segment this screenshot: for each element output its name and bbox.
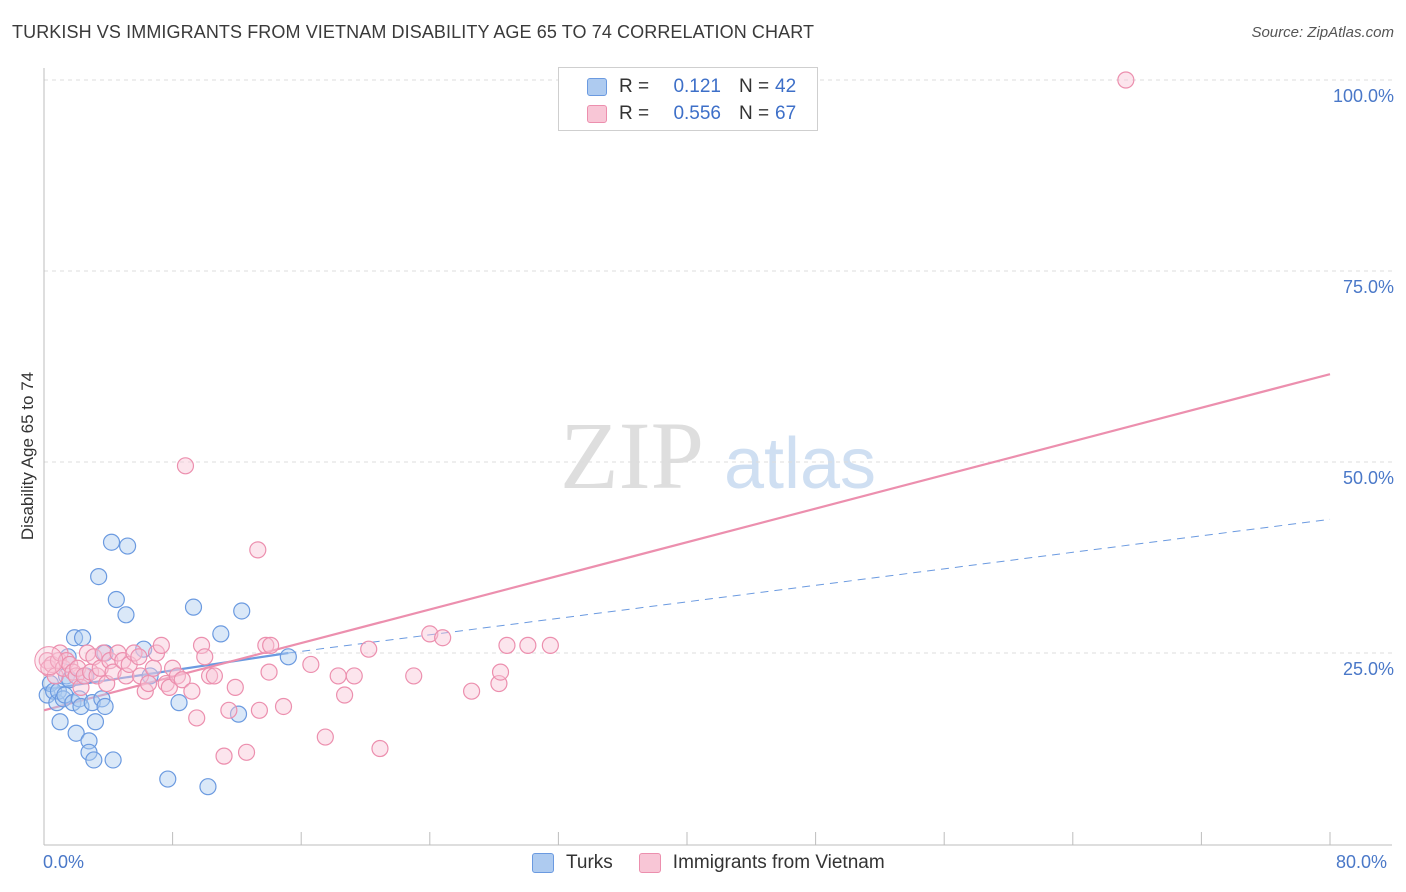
point-vietnam bbox=[274, 697, 293, 716]
point-turks bbox=[184, 598, 203, 616]
legend-item-vietnam[interactable]: Immigrants from Vietnam bbox=[638, 852, 885, 874]
axes bbox=[43, 68, 1392, 846]
n-label: N = bbox=[739, 103, 770, 124]
r-value: 0.556 bbox=[673, 103, 721, 124]
point-vietnam bbox=[541, 636, 559, 654]
point-vietnam-cluster bbox=[34, 646, 64, 676]
data-points bbox=[34, 71, 1135, 796]
point-turks bbox=[104, 751, 122, 769]
point-vietnam bbox=[152, 636, 170, 654]
point-turks bbox=[170, 694, 188, 712]
point-vietnam bbox=[220, 701, 238, 719]
point-turks bbox=[67, 724, 85, 742]
point-vietnam bbox=[188, 709, 206, 727]
point-vietnam bbox=[104, 663, 122, 681]
point-turks bbox=[279, 648, 297, 666]
point-turks bbox=[212, 625, 230, 643]
point-vietnam bbox=[316, 728, 334, 746]
point-turks bbox=[72, 697, 90, 716]
gridlines bbox=[44, 79, 1392, 654]
watermark-atlas: atlas bbox=[724, 424, 876, 504]
n-value: 67 bbox=[775, 103, 797, 124]
point-turks bbox=[73, 629, 92, 647]
y-tick-75: 75.0% bbox=[1342, 277, 1394, 297]
point-vietnam bbox=[329, 667, 347, 685]
chart-title: TURKISH VS IMMIGRANTS FROM VIETNAM DISAB… bbox=[12, 22, 815, 42]
point-turks bbox=[199, 778, 217, 796]
point-vietnam bbox=[200, 667, 219, 685]
point-turks bbox=[86, 713, 105, 731]
y-tick-25: 25.0% bbox=[1342, 659, 1394, 679]
point-turks bbox=[233, 602, 251, 620]
r-value: 0.121 bbox=[673, 76, 721, 97]
legend-swatch-vietnam bbox=[587, 105, 607, 123]
y-tick-50: 50.0% bbox=[1342, 468, 1394, 488]
point-vietnam bbox=[421, 625, 439, 643]
point-vietnam bbox=[336, 686, 354, 704]
point-vietnam bbox=[491, 663, 510, 681]
point-turks bbox=[102, 533, 121, 551]
x-tick-min: 0.0% bbox=[43, 852, 85, 872]
point-turks bbox=[159, 770, 177, 788]
point-vietnam bbox=[226, 678, 244, 696]
legend-label-turks: Turks bbox=[566, 852, 613, 873]
point-turks bbox=[51, 713, 69, 731]
legend-item-turks[interactable]: Turks bbox=[532, 852, 613, 874]
legend-swatch-turks bbox=[587, 78, 607, 96]
point-vietnam bbox=[250, 701, 269, 719]
point-turks bbox=[90, 567, 108, 586]
point-vietnam bbox=[139, 674, 158, 693]
point-vietnam bbox=[196, 648, 214, 666]
point-vietnam bbox=[205, 667, 223, 685]
point-vietnam bbox=[462, 682, 481, 700]
point-vietnam bbox=[360, 640, 378, 658]
x-tick-max: 80.0% bbox=[1336, 852, 1388, 872]
source-label: Source: ZipAtlas.com bbox=[1251, 24, 1394, 41]
stats-legend: R = 0.121 N = 42 R = 0.556 N = 67 bbox=[558, 67, 818, 131]
point-vietnam bbox=[257, 636, 275, 654]
point-vietnam bbox=[434, 629, 452, 647]
watermark-zip: ZIP bbox=[560, 402, 704, 509]
point-vietnam bbox=[260, 663, 278, 681]
r-label: R = bbox=[619, 76, 650, 97]
point-vietnam bbox=[237, 743, 256, 761]
legend-label-vietnam: Immigrants from Vietnam bbox=[672, 852, 885, 873]
point-vietnam bbox=[371, 739, 389, 758]
point-turks bbox=[118, 537, 137, 555]
legend-row-turks: R = 0.121 N = 42 bbox=[559, 73, 796, 101]
r-label: R = bbox=[619, 103, 650, 124]
point-vietnam bbox=[1117, 71, 1135, 89]
point-vietnam bbox=[249, 541, 267, 559]
n-value: 42 bbox=[775, 76, 797, 97]
point-turks bbox=[83, 694, 101, 712]
point-turks bbox=[85, 751, 103, 769]
n-label: N = bbox=[739, 76, 770, 97]
point-vietnam bbox=[345, 667, 363, 685]
point-vietnam bbox=[498, 636, 516, 654]
legend-swatch-turks bbox=[532, 853, 554, 873]
point-vietnam bbox=[144, 659, 162, 677]
point-turks bbox=[117, 606, 135, 624]
point-turks bbox=[107, 590, 125, 609]
point-vietnam bbox=[183, 682, 201, 700]
point-vietnam bbox=[215, 747, 233, 765]
trendline-extended-turks bbox=[288, 518, 1331, 654]
point-turks bbox=[96, 697, 114, 716]
point-vietnam bbox=[405, 667, 423, 685]
series-legend: Turks Immigrants from Vietnam bbox=[532, 852, 911, 874]
y-tick-100: 100.0% bbox=[1332, 86, 1394, 106]
point-vietnam bbox=[262, 636, 280, 654]
point-vietnam bbox=[173, 671, 191, 689]
point-vietnam bbox=[302, 655, 320, 674]
legend-row-vietnam: R = 0.556 N = 67 bbox=[559, 100, 796, 128]
legend-swatch-vietnam bbox=[638, 853, 661, 873]
point-turks bbox=[229, 705, 248, 723]
trendline-vietnam bbox=[43, 373, 1331, 712]
point-vietnam bbox=[130, 648, 148, 666]
point-vietnam bbox=[519, 636, 537, 654]
point-vietnam bbox=[176, 457, 195, 475]
